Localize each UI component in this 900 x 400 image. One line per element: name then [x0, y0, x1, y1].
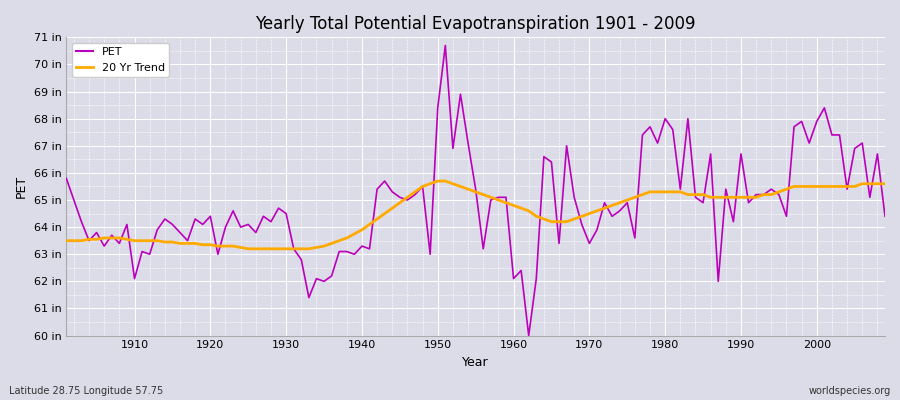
- Title: Yearly Total Potential Evapotranspiration 1901 - 2009: Yearly Total Potential Evapotranspiratio…: [256, 15, 696, 33]
- Y-axis label: PET: PET: [15, 175, 28, 198]
- X-axis label: Year: Year: [463, 356, 489, 369]
- Text: worldspecies.org: worldspecies.org: [809, 386, 891, 396]
- Text: Latitude 28.75 Longitude 57.75: Latitude 28.75 Longitude 57.75: [9, 386, 163, 396]
- Legend: PET, 20 Yr Trend: PET, 20 Yr Trend: [72, 43, 169, 77]
